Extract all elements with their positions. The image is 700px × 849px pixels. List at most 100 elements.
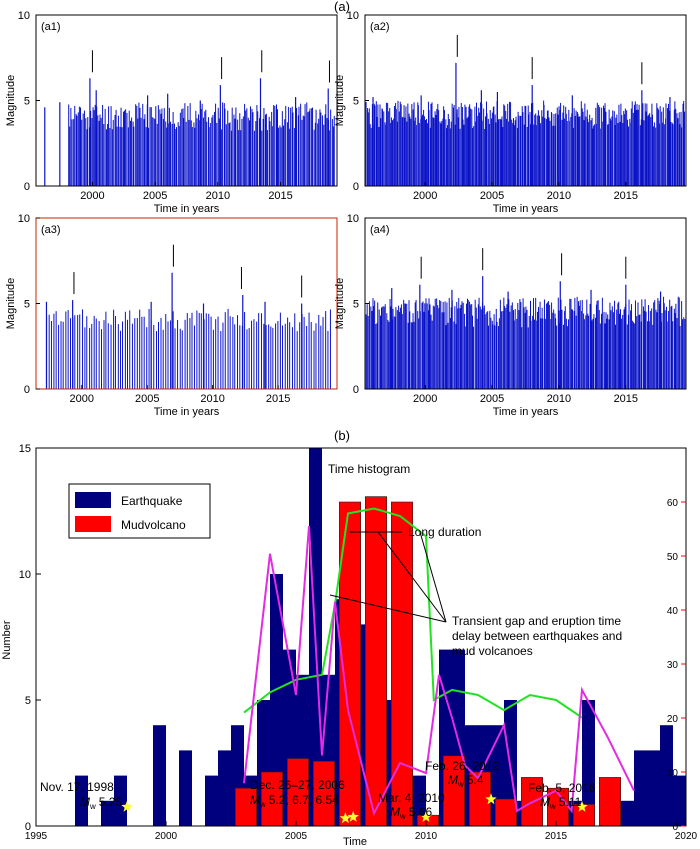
y-tick-label: 0 bbox=[25, 821, 31, 833]
x-axis-label: Time bbox=[343, 836, 367, 848]
earthquake-star bbox=[420, 811, 432, 822]
earthquake-bar bbox=[647, 750, 660, 826]
x-tick-label: 2015 bbox=[545, 831, 568, 842]
annotation-long-duration: Long duration bbox=[408, 525, 481, 539]
magenta-series-line bbox=[243, 526, 635, 817]
x-tick-label: 2005 bbox=[135, 393, 159, 405]
x-tick-label: 2010 bbox=[206, 190, 230, 202]
x-tick-label: 2000 bbox=[413, 393, 437, 405]
y-tick-label: 10 bbox=[347, 10, 359, 22]
y-axis-label: Magnitude bbox=[334, 75, 346, 126]
magnitude-symbol: M bbox=[540, 795, 550, 809]
annotation-magnitude: Mw 5.4 bbox=[448, 773, 484, 789]
annotation-transient-line3: mud volcanoes bbox=[452, 644, 533, 658]
panel-b: 0 5 10 15 0 10 20 30 40 50 60 1995 2000 2005 2010 2015 2… bbox=[1, 443, 698, 848]
magnitude-subscript: w bbox=[89, 802, 96, 811]
y-tick-label: 0 bbox=[353, 384, 359, 396]
y-tick-label: 5 bbox=[24, 96, 30, 108]
mudvolcano-bar bbox=[390, 501, 413, 827]
earthquake-bar bbox=[218, 750, 231, 826]
y-tick-label: 0 bbox=[353, 181, 359, 193]
y2-tick-label: 10 bbox=[667, 768, 679, 779]
y-axis-label: Magnitude bbox=[5, 75, 17, 126]
chart-title: Time histogram bbox=[328, 462, 410, 476]
earthquake-bar bbox=[270, 574, 283, 826]
legend-label: Earthquake bbox=[121, 494, 183, 508]
annotation-date: Nov. 17, 1998 bbox=[40, 780, 114, 794]
y-axis-label: Number bbox=[1, 620, 13, 659]
y-tick-label: 5 bbox=[353, 299, 359, 311]
magnitude-symbol: M bbox=[448, 773, 458, 787]
earthquake-bar bbox=[582, 700, 595, 826]
x-tick-label: 2015 bbox=[268, 190, 292, 202]
y-tick-label: 0 bbox=[24, 384, 30, 396]
earthquake-bar bbox=[153, 725, 166, 826]
annotation-magnitude: Mw 5.2, 6.7, 6.54 bbox=[250, 793, 339, 809]
x-tick-label: 2015 bbox=[614, 190, 638, 202]
x-tick-label: 2010 bbox=[200, 393, 224, 405]
earthquake-bar bbox=[75, 775, 88, 826]
earthquake-bar bbox=[205, 775, 218, 826]
axes-frame bbox=[35, 217, 338, 390]
earthquake-star bbox=[339, 812, 352, 824]
x-tick-label: 2010 bbox=[547, 393, 571, 405]
annotation-magnitude: Mw 5.66 bbox=[390, 805, 432, 821]
y-axis-label: Magnitude bbox=[334, 278, 346, 329]
x-tick-label: 2010 bbox=[547, 190, 571, 202]
earthquake-star bbox=[121, 800, 133, 812]
axes-frame bbox=[35, 447, 687, 827]
x-tick-label: 2005 bbox=[143, 190, 167, 202]
legend-swatch bbox=[75, 492, 111, 508]
annotation-date: Dec. 26–27, 2006 bbox=[250, 778, 345, 792]
annotation-magnitude: Mw 5.11 bbox=[540, 795, 582, 811]
magnitude-subscript: w bbox=[399, 812, 406, 821]
x-tick-label: 2000 bbox=[70, 393, 94, 405]
y2-tick-label: 30 bbox=[667, 660, 679, 671]
x-tick-label: 1995 bbox=[25, 831, 48, 842]
y-tick-label: 5 bbox=[24, 299, 30, 311]
magnitude-symbol: M bbox=[390, 805, 400, 819]
y-tick-label: 10 bbox=[19, 569, 31, 581]
y-tick-label: 0 bbox=[24, 181, 30, 193]
green-series-line bbox=[243, 507, 583, 719]
earthquake-star bbox=[576, 800, 588, 812]
y2-tick-label: 60 bbox=[667, 498, 679, 509]
earthquake-bar bbox=[660, 725, 673, 826]
y2-tick-label: 0 bbox=[672, 822, 678, 833]
panel-label: (a1) bbox=[41, 21, 61, 33]
annotation-arrow bbox=[377, 531, 447, 623]
x-tick-label: 2015 bbox=[614, 393, 638, 405]
earthquake-star bbox=[485, 793, 497, 805]
magnitude-value: 5.11 bbox=[559, 795, 582, 809]
x-tick-label: 2010 bbox=[415, 831, 438, 842]
magnitude-subscript: w bbox=[457, 780, 464, 789]
y-axis-label: Magnitude bbox=[5, 278, 17, 329]
x-axis-label: Time in years bbox=[493, 203, 559, 215]
figure-label-a: (a) bbox=[334, 0, 350, 14]
panel-a2: (a2) 0 5 10 2000 2005 2010 2015 Time in years Mag… bbox=[334, 10, 687, 215]
magnitude-value: 5.4 bbox=[467, 773, 484, 787]
magnitude-symbol: M bbox=[80, 795, 90, 809]
y2-tick-label: 20 bbox=[667, 714, 679, 725]
annotation-transient-line1: Transient gap and eruption time bbox=[452, 614, 621, 628]
x-tick-label: 2015 bbox=[266, 393, 290, 405]
panel-label: (a2) bbox=[370, 21, 390, 33]
magnitude-symbol: M bbox=[250, 793, 260, 807]
x-axis-label: Time in years bbox=[154, 203, 220, 215]
annotation-magnitude: Mw 5.25 bbox=[80, 795, 122, 811]
panel-a3: (a3) 0 5 10 2000 2005 2010 2015 Time in years Mag… bbox=[5, 213, 338, 418]
x-axis-label: Time in years bbox=[493, 406, 559, 418]
magnitude-subscript: w bbox=[259, 800, 266, 809]
earthquake-bar bbox=[634, 750, 647, 826]
mudvolcano-bar bbox=[364, 496, 387, 827]
y2-tick-label: 50 bbox=[667, 552, 679, 563]
earthquake-bar bbox=[179, 750, 192, 826]
y2-tick-label: 40 bbox=[667, 606, 679, 617]
y-tick-label: 5 bbox=[25, 695, 31, 707]
earthquake-bar bbox=[673, 775, 686, 826]
annotation-date: Mar. 4, 2010 bbox=[378, 791, 445, 805]
figure-label-b: (b) bbox=[334, 428, 350, 443]
panel-label: (a3) bbox=[41, 224, 61, 236]
y-tick-label: 15 bbox=[19, 443, 31, 455]
